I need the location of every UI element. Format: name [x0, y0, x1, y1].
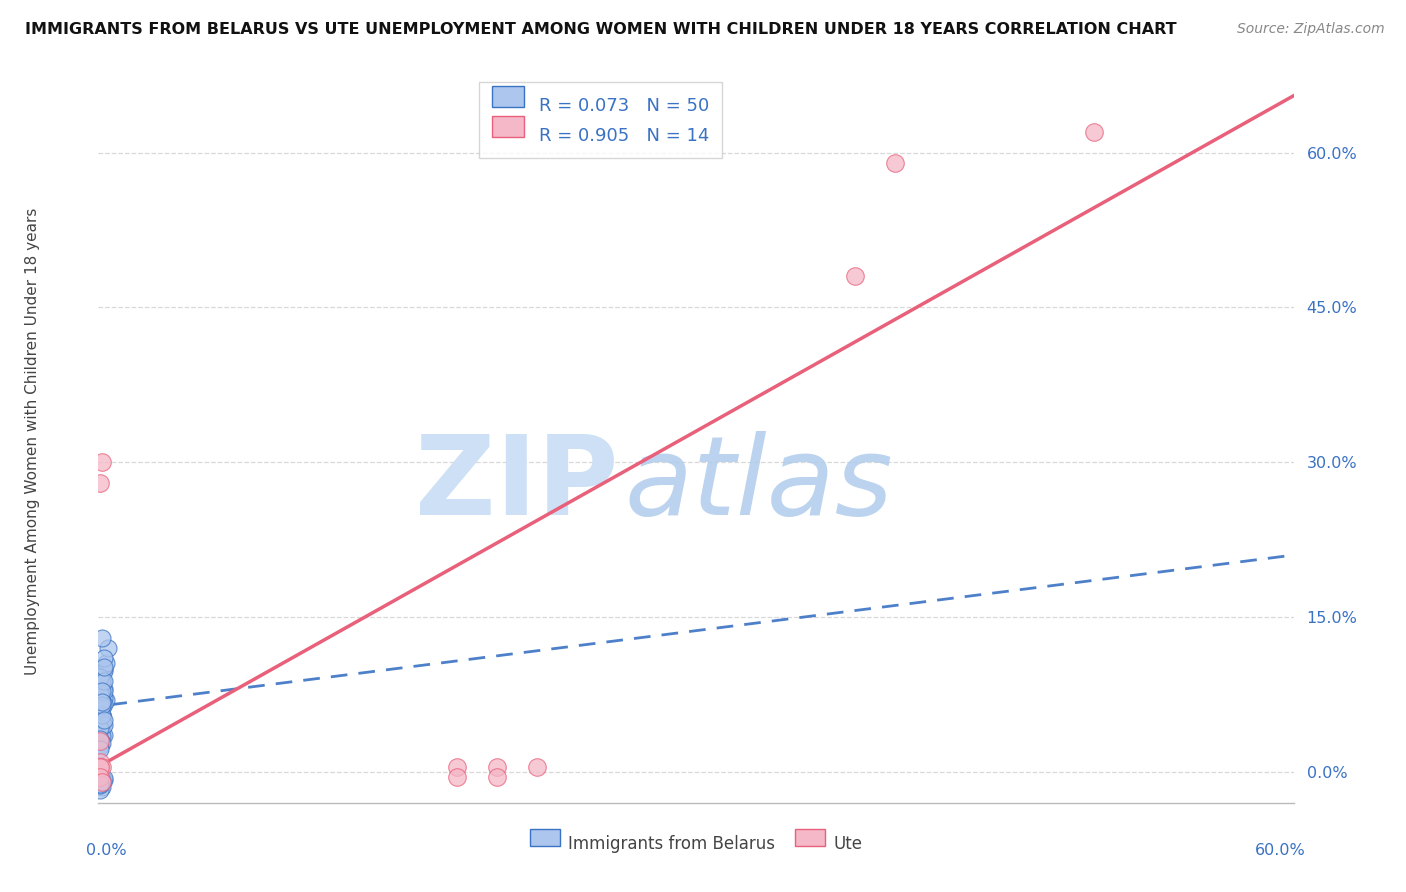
Point	[89, 760, 111, 774]
Point	[91, 713, 114, 727]
Point	[485, 760, 508, 774]
Point	[91, 775, 114, 789]
Point	[91, 771, 114, 785]
Point	[93, 659, 115, 673]
Point	[91, 708, 114, 723]
Point	[89, 475, 111, 490]
Point	[89, 775, 111, 789]
Point	[91, 774, 114, 789]
Point	[89, 722, 111, 736]
Point	[89, 703, 111, 717]
Point	[446, 770, 468, 784]
Point	[97, 640, 120, 655]
Text: 60.0%: 60.0%	[1254, 843, 1306, 857]
Point	[93, 697, 115, 711]
Point	[89, 770, 111, 784]
Point	[93, 718, 115, 732]
Point	[93, 728, 115, 742]
Point	[89, 722, 111, 736]
Point	[91, 677, 114, 691]
Point	[91, 698, 114, 712]
Point	[93, 673, 115, 688]
Point	[91, 708, 114, 723]
Point	[884, 156, 907, 170]
Point	[89, 760, 111, 774]
Point	[91, 672, 114, 686]
Text: Source: ZipAtlas.com: Source: ZipAtlas.com	[1237, 22, 1385, 37]
Text: IMMIGRANTS FROM BELARUS VS UTE UNEMPLOYMENT AMONG WOMEN WITH CHILDREN UNDER 18 Y: IMMIGRANTS FROM BELARUS VS UTE UNEMPLOYM…	[25, 22, 1177, 37]
Point	[91, 723, 114, 738]
Point	[91, 715, 114, 730]
Point	[93, 684, 115, 698]
Point	[485, 770, 508, 784]
Point	[91, 684, 114, 698]
Point	[89, 680, 111, 694]
Point	[91, 760, 114, 774]
Point	[89, 734, 111, 748]
Point	[89, 701, 111, 715]
Point	[93, 771, 115, 785]
Point	[91, 780, 114, 795]
Point	[91, 711, 114, 725]
Point	[91, 718, 114, 732]
Point	[89, 777, 111, 791]
Point	[89, 770, 111, 784]
Text: 0.0%: 0.0%	[87, 843, 127, 857]
Point	[89, 770, 111, 784]
Point	[91, 729, 114, 743]
Point	[91, 708, 114, 723]
Legend: Immigrants from Belarus, Ute: Immigrants from Belarus, Ute	[523, 828, 869, 860]
Point	[89, 698, 111, 712]
Point	[91, 736, 114, 750]
Point	[89, 687, 111, 701]
Point	[93, 664, 115, 678]
Point	[93, 713, 115, 727]
Point	[96, 657, 118, 671]
Point	[93, 690, 115, 705]
Point	[89, 755, 111, 769]
Point	[91, 695, 114, 709]
Point	[89, 686, 111, 700]
Text: ZIP: ZIP	[415, 432, 619, 539]
Point	[89, 731, 111, 746]
Point	[91, 631, 114, 645]
Point	[89, 777, 111, 791]
Text: atlas: atlas	[624, 432, 893, 539]
Point	[91, 772, 114, 786]
Point	[89, 715, 111, 730]
Point	[91, 775, 114, 789]
Point	[89, 670, 111, 684]
Point	[89, 711, 111, 725]
Point	[93, 773, 115, 788]
Point	[89, 739, 111, 753]
Point	[93, 682, 115, 697]
Point	[91, 455, 114, 469]
Point	[89, 783, 111, 797]
Point	[93, 662, 115, 676]
Point	[91, 695, 114, 709]
Point	[89, 778, 111, 792]
Text: Unemployment Among Women with Children Under 18 years: Unemployment Among Women with Children U…	[25, 208, 41, 675]
Point	[89, 689, 111, 703]
Point	[96, 692, 118, 706]
Point	[89, 742, 111, 756]
Point	[526, 760, 548, 774]
Point	[93, 651, 115, 665]
Point	[91, 673, 114, 688]
Point	[91, 666, 114, 681]
Point	[91, 701, 114, 715]
Point	[89, 760, 111, 774]
Point	[446, 760, 468, 774]
Point	[91, 773, 114, 788]
Point	[1083, 125, 1105, 139]
Point	[844, 269, 866, 284]
